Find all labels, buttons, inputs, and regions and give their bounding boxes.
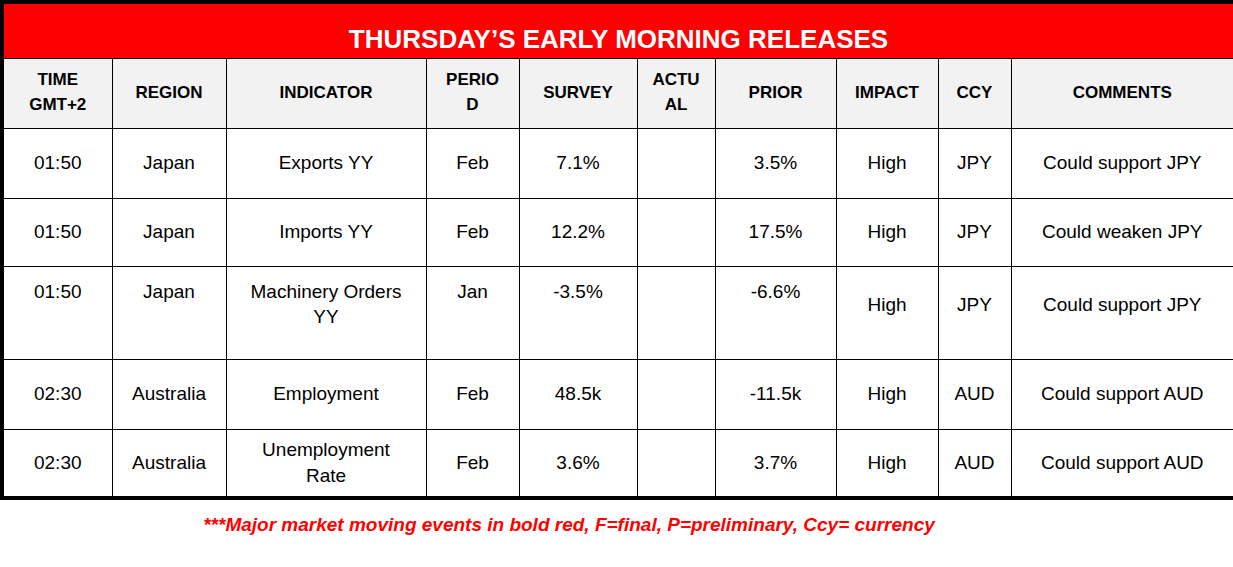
table-row: 01:50 Japan Machinery Orders YY Jan -3.5…: [2, 266, 1233, 359]
cell-impact: High: [836, 198, 938, 266]
cell-ccy: AUD: [938, 429, 1011, 498]
cell-survey: 7.1%: [519, 128, 637, 198]
cell-period: Feb: [426, 128, 519, 198]
cell-period: Feb: [426, 429, 519, 498]
cell-survey: 48.5k: [519, 359, 637, 429]
cell-region: Japan: [112, 198, 226, 266]
footnote: ***Major market moving events in bold re…: [203, 514, 935, 535]
cell-survey: 12.2%: [519, 198, 637, 266]
cell-time: 01:50: [2, 266, 112, 359]
cell-comments: Could support AUD: [1011, 429, 1233, 498]
table-title-banner: THURSDAY’S EARLY MORNING RELEASES: [2, 2, 1233, 58]
cell-survey: -3.5%: [519, 266, 637, 359]
column-header-prior: PRIOR: [715, 58, 836, 128]
page-title: THURSDAY’S EARLY MORNING RELEASES: [349, 24, 888, 54]
column-header-region: REGION: [112, 58, 226, 128]
cell-region: Australia: [112, 429, 226, 498]
page: THURSDAY’S EARLY MORNING RELEASES TIME G…: [0, 0, 1233, 567]
cell-indicator: Unemployment Rate: [226, 429, 426, 498]
cell-ccy: JPY: [938, 128, 1011, 198]
releases-table: THURSDAY’S EARLY MORNING RELEASES TIME G…: [0, 0, 1233, 500]
cell-ccy: AUD: [938, 359, 1011, 429]
cell-comments: Could support JPY: [1011, 128, 1233, 198]
cell-region: Japan: [112, 128, 226, 198]
cell-indicator: Imports YY: [226, 198, 426, 266]
header-row: TIME GMT+2 REGION INDICATOR PERIO D SURV…: [2, 58, 1233, 128]
cell-comments: Could support JPY: [1011, 266, 1233, 359]
cell-prior: -11.5k: [715, 359, 836, 429]
column-header-indicator: INDICATOR: [226, 58, 426, 128]
column-header-comments: COMMENTS: [1011, 58, 1233, 128]
table-row: 02:30 Australia Unemployment Rate Feb 3.…: [2, 429, 1233, 498]
cell-time: 01:50: [2, 198, 112, 266]
column-header-actual: ACTU AL: [637, 58, 715, 128]
cell-indicator: Exports YY: [226, 128, 426, 198]
cell-prior: -6.6%: [715, 266, 836, 359]
cell-ccy: JPY: [938, 266, 1011, 359]
cell-time: 01:50: [2, 128, 112, 198]
column-header-survey: SURVEY: [519, 58, 637, 128]
cell-region: Japan: [112, 266, 226, 359]
column-header-period: PERIO D: [426, 58, 519, 128]
table-row: 01:50 Japan Exports YY Feb 7.1% 3.5% Hig…: [2, 128, 1233, 198]
cell-indicator: Machinery Orders YY: [226, 266, 426, 359]
cell-ccy: JPY: [938, 198, 1011, 266]
table-row: 02:30 Australia Employment Feb 48.5k -11…: [2, 359, 1233, 429]
cell-actual: [637, 359, 715, 429]
table-row: 01:50 Japan Imports YY Feb 12.2% 17.5% H…: [2, 198, 1233, 266]
cell-prior: 3.7%: [715, 429, 836, 498]
cell-impact: High: [836, 128, 938, 198]
cell-survey: 3.6%: [519, 429, 637, 498]
cell-impact: High: [836, 429, 938, 498]
title-row: THURSDAY’S EARLY MORNING RELEASES: [2, 2, 1233, 58]
cell-prior: 3.5%: [715, 128, 836, 198]
cell-actual: [637, 128, 715, 198]
cell-impact: High: [836, 266, 938, 359]
cell-prior: 17.5%: [715, 198, 836, 266]
cell-comments: Could support AUD: [1011, 359, 1233, 429]
column-header-ccy: CCY: [938, 58, 1011, 128]
cell-impact: High: [836, 359, 938, 429]
cell-actual: [637, 198, 715, 266]
cell-actual: [637, 266, 715, 359]
cell-time: 02:30: [2, 429, 112, 498]
cell-period: Feb: [426, 198, 519, 266]
cell-actual: [637, 429, 715, 498]
cell-period: Jan: [426, 266, 519, 359]
cell-time: 02:30: [2, 359, 112, 429]
column-header-impact: IMPACT: [836, 58, 938, 128]
cell-comments: Could weaken JPY: [1011, 198, 1233, 266]
cell-indicator: Employment: [226, 359, 426, 429]
cell-period: Feb: [426, 359, 519, 429]
column-header-time: TIME GMT+2: [2, 58, 112, 128]
footnote-container: ***Major market moving events in bold re…: [0, 514, 1233, 536]
cell-region: Australia: [112, 359, 226, 429]
